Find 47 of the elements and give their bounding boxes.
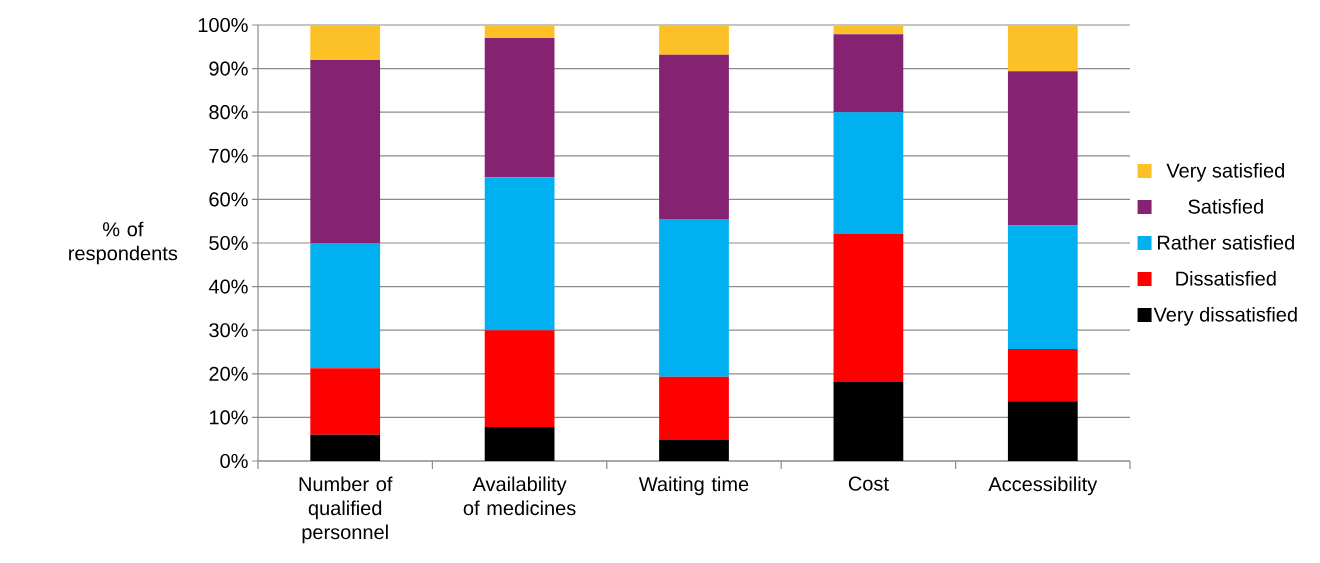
legend-label: Satisfied xyxy=(1188,199,1263,214)
bar xyxy=(484,25,555,39)
x-tick-label: Accessibility xyxy=(988,476,1098,496)
y-tick-label: 0% xyxy=(220,453,248,469)
y-tick-label: 80% xyxy=(209,105,248,120)
legend-label: Dissatisfied xyxy=(1176,271,1276,286)
bar xyxy=(310,243,381,369)
bar xyxy=(659,25,729,55)
bar xyxy=(484,330,555,427)
y-tick-label: 60% xyxy=(209,192,248,207)
legend-label: Rather satisfied xyxy=(1157,235,1294,250)
y-tick-label: 30% xyxy=(209,323,248,338)
bar xyxy=(833,25,904,35)
bar xyxy=(1007,225,1078,349)
legend-label: Very satisfied xyxy=(1166,163,1284,182)
bar xyxy=(484,177,555,331)
x-tick-label: Availability of medicines xyxy=(463,476,576,516)
y-tick-label: 10% xyxy=(209,410,248,425)
y-axis-title: % of respondents xyxy=(69,221,178,265)
bar xyxy=(833,34,904,113)
y-tick-label: 90% xyxy=(209,61,248,76)
x-tick-label: Cost xyxy=(848,476,889,491)
legend-label: Very dissatisfied xyxy=(1153,306,1297,326)
bar xyxy=(1007,401,1078,461)
y-tick-label: 100% xyxy=(198,17,248,33)
bar xyxy=(1007,348,1078,402)
x-tick-label: Number of qualified personnel xyxy=(299,476,393,544)
y-tick-label: 50% xyxy=(209,235,248,251)
bar xyxy=(484,38,555,178)
bar xyxy=(659,219,729,377)
bar xyxy=(310,434,381,461)
bar xyxy=(659,440,729,461)
bar xyxy=(310,25,381,60)
bar xyxy=(659,376,729,441)
bar xyxy=(833,233,904,383)
bar xyxy=(310,368,381,435)
bar xyxy=(833,112,904,234)
y-tick-label: 70% xyxy=(209,148,248,163)
bar xyxy=(1007,25,1078,72)
y-tick-label: 40% xyxy=(208,279,248,294)
y-tick-label: 20% xyxy=(209,366,248,381)
bar xyxy=(1007,71,1078,226)
bar xyxy=(659,54,729,220)
bar xyxy=(833,382,904,461)
bar xyxy=(484,426,555,461)
bar xyxy=(310,59,381,243)
x-tick-label: Waiting time xyxy=(638,476,749,496)
